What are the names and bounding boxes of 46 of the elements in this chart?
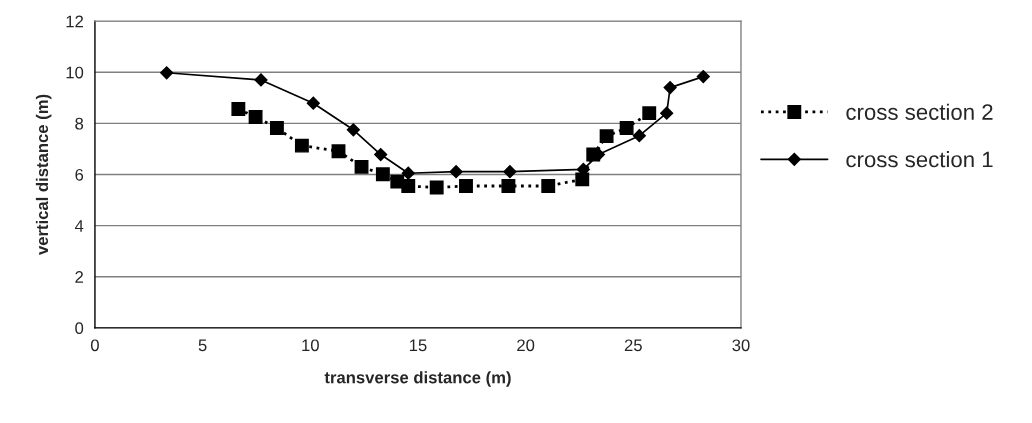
y-tick-label: 0 — [75, 322, 84, 335]
point — [599, 129, 614, 144]
y-tick-label: 4 — [74, 220, 84, 232]
point — [254, 73, 268, 87]
point — [331, 144, 346, 159]
point — [663, 81, 677, 95]
point — [575, 172, 590, 187]
x-tick-label: 15 — [409, 339, 427, 352]
point — [449, 165, 463, 179]
point — [459, 179, 473, 193]
point — [541, 179, 556, 193]
x-tick-label: 5 — [198, 339, 207, 352]
point — [248, 110, 263, 124]
point — [269, 121, 284, 135]
point — [306, 96, 320, 110]
point — [642, 106, 657, 121]
point — [501, 179, 516, 193]
point — [632, 129, 646, 143]
y-tick-label: 12 — [66, 15, 83, 28]
point — [660, 106, 674, 120]
x-tick-label: 0 — [90, 339, 99, 352]
point — [696, 70, 710, 84]
point — [374, 147, 388, 162]
point — [375, 167, 390, 182]
point — [160, 66, 174, 80]
x-tick-label: 30 — [732, 339, 750, 352]
x-tick-label: 10 — [302, 339, 319, 352]
point — [429, 180, 444, 195]
point — [503, 165, 517, 179]
x-tick-label: 25 — [624, 339, 642, 352]
y-tick-label: 2 — [75, 271, 83, 283]
point — [231, 102, 246, 117]
point — [346, 123, 360, 137]
point — [354, 159, 369, 174]
x-axis-title: transverse distance (m) — [324, 371, 511, 387]
point — [294, 138, 309, 153]
point — [619, 121, 634, 135]
point — [401, 166, 415, 180]
point — [401, 179, 416, 193]
y-tick-label: 6 — [75, 168, 84, 181]
y-axis-title: vertical distance (m) — [35, 94, 52, 255]
y-tick-label: 8 — [75, 117, 84, 130]
legend-label: cross section 1 — [846, 151, 993, 168]
x-tick-label: 20 — [517, 339, 535, 352]
y-tick-label: 10 — [66, 66, 84, 79]
legend-label: cross section 2 — [846, 103, 993, 120]
